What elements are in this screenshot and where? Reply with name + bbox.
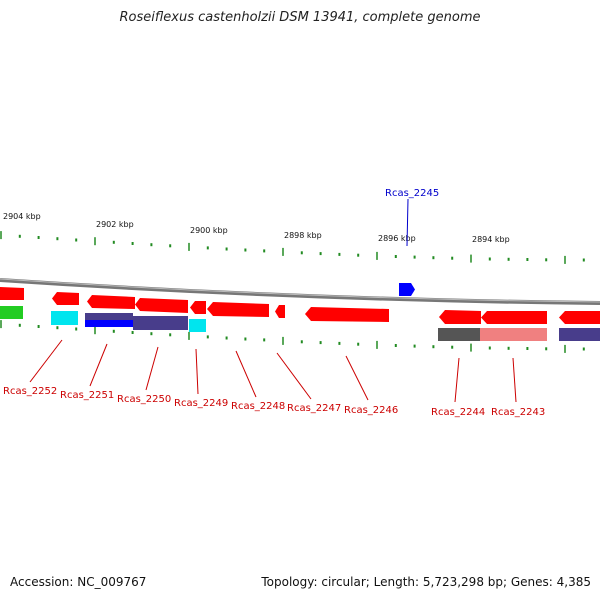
genome-backbone bbox=[0, 278, 600, 305]
cds-rcas-2250[interactable] bbox=[135, 298, 188, 313]
leader-rcas-2245 bbox=[406, 198, 409, 247]
outer-tick-row bbox=[0, 231, 585, 264]
cog-bar-purple-2 bbox=[133, 316, 188, 330]
cog-bar-purple-3 bbox=[559, 328, 600, 341]
cog-bar-purple-1 bbox=[85, 313, 133, 321]
gene-label-rcas-2245: Rcas_2245 bbox=[385, 188, 439, 199]
map-title: Roseiflexus castenholzii DSM 13941, comp… bbox=[119, 10, 481, 25]
cog-bar-green bbox=[0, 306, 23, 319]
cog-bar-pink bbox=[480, 328, 547, 341]
leader-rcas-2243 bbox=[512, 357, 517, 403]
cds-rcas-2246[interactable] bbox=[305, 307, 389, 322]
cds-rcas-2251[interactable] bbox=[87, 295, 135, 309]
gene-label-rcas-2251: Rcas_2251 bbox=[60, 390, 114, 401]
gene-label-rcas-2246: Rcas_2246 bbox=[344, 405, 398, 416]
cds-rcas-2242[interactable] bbox=[559, 311, 600, 324]
tick-label-2904: 2904 kbp bbox=[3, 212, 41, 221]
cds-rcas-2244[interactable] bbox=[439, 310, 481, 324]
cds-rcas-2249[interactable] bbox=[190, 301, 206, 314]
cds-rcas-2243[interactable] bbox=[481, 311, 547, 324]
inner-tick-row bbox=[0, 320, 585, 353]
cog-bar-cyan-1 bbox=[51, 311, 78, 325]
gene-label-rcas-2250: Rcas_2250 bbox=[117, 394, 171, 405]
leader-rcas-2249 bbox=[195, 348, 199, 395]
leader-rcas-2251 bbox=[89, 343, 108, 387]
gene-label-rcas-2247: Rcas_2247 bbox=[287, 403, 341, 414]
leader-rcas-2244 bbox=[454, 357, 460, 403]
cds-rcas-2253[interactable] bbox=[0, 287, 24, 300]
gene-label-rcas-2252: Rcas_2252 bbox=[3, 386, 57, 397]
cds-forward-rcas-2245[interactable] bbox=[399, 283, 415, 296]
leader-rcas-2248 bbox=[235, 350, 257, 398]
tick-label-2894: 2894 kbp bbox=[472, 235, 510, 244]
gene-label-rcas-2243: Rcas_2243 bbox=[491, 407, 545, 418]
cog-bar-blue-1 bbox=[85, 320, 133, 327]
gene-label-rcas-2248: Rcas_2248 bbox=[231, 401, 285, 412]
leader-rcas-2252 bbox=[29, 339, 63, 383]
cog-bar-cyan-2 bbox=[189, 319, 206, 332]
leader-rcas-2246 bbox=[345, 355, 369, 401]
cds-rcas-2248[interactable] bbox=[207, 302, 269, 317]
cds-rcas-2247[interactable] bbox=[275, 305, 285, 318]
genome-summary-text: Topology: circular; Length: 5,723,298 bp… bbox=[261, 575, 591, 589]
gene-label-rcas-2249: Rcas_2249 bbox=[174, 398, 228, 409]
gene-label-leaders bbox=[29, 339, 517, 403]
leader-rcas-2247 bbox=[276, 352, 312, 400]
tick-label-2898: 2898 kbp bbox=[284, 231, 322, 240]
cog-bar-gray bbox=[438, 328, 480, 341]
tick-label-2900: 2900 kbp bbox=[190, 226, 228, 235]
tick-label-2902: 2902 kbp bbox=[96, 220, 134, 229]
genome-backbone-highlight bbox=[0, 278, 600, 303]
leader-rcas-2250 bbox=[145, 346, 159, 391]
accession-text: Accession: NC_009767 bbox=[10, 575, 147, 589]
gene-label-rcas-2244: Rcas_2244 bbox=[431, 407, 485, 418]
cds-rcas-2252[interactable] bbox=[52, 292, 79, 305]
tick-label-2896: 2896 kbp bbox=[378, 234, 416, 243]
